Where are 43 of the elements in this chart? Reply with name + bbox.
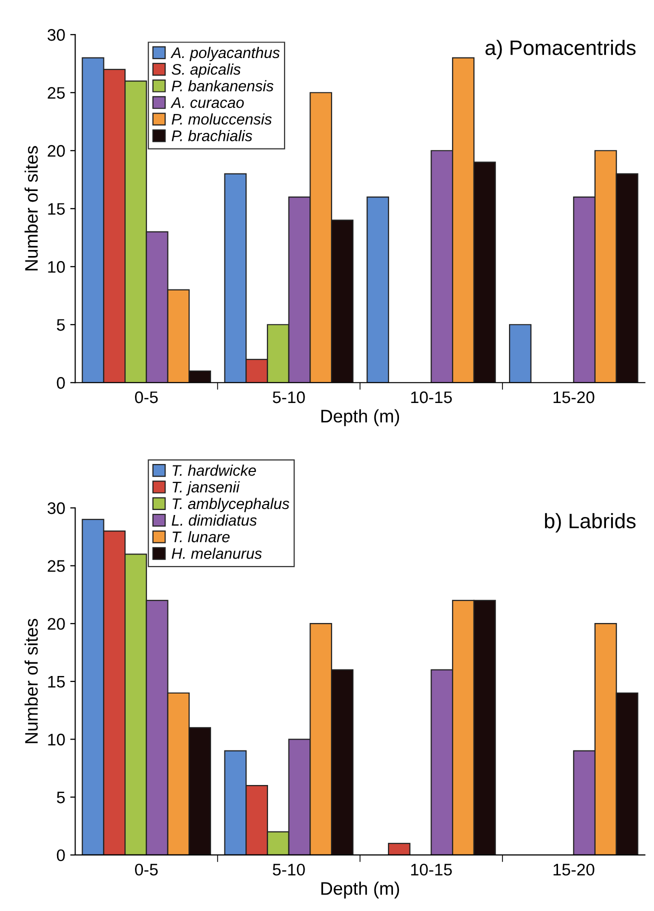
chart-title: b) Labrids: [545, 513, 636, 532]
legend-label: L. dimidiatus: [172, 514, 257, 526]
y-tick-label: 5: [56, 319, 65, 331]
y-tick-label: 15: [48, 676, 65, 688]
legend-label: T. lunare: [172, 531, 230, 542]
legend-label: T. amblycephalus: [172, 498, 290, 512]
bar: [388, 842, 410, 855]
y-tick-label: 0: [56, 377, 65, 389]
y-tick-label: 20: [48, 145, 65, 157]
x-axis-title: Depth (m): [321, 409, 400, 426]
y-tick-label: 0: [56, 849, 65, 862]
legend-label: P. moluccensis: [172, 113, 272, 125]
legend-label: T. hardwicke: [172, 464, 256, 476]
x-tick-label: 10-15: [411, 391, 452, 404]
y-tick-label: 5: [56, 792, 65, 804]
legend-label: S. apicalis: [172, 64, 241, 78]
x-tick-label: 0-5: [135, 391, 158, 404]
y-tick-label: 30: [48, 29, 65, 41]
bar: [509, 324, 532, 383]
legend-label: P. bankanensis: [172, 80, 274, 92]
y-tick-label: 10: [48, 734, 65, 746]
y-tick-label: 25: [48, 87, 65, 99]
x-tick-label: 15-20: [554, 391, 594, 404]
x-axis-title: Depth (m): [321, 882, 400, 898]
x-tick-label: 0-5: [135, 864, 158, 876]
y-tick-label: 20: [48, 618, 65, 630]
chart-title: a) Pomacentrids: [486, 40, 636, 60]
legend-label: P. brachialis: [172, 130, 252, 142]
x-tick-label: 15-20: [554, 864, 594, 876]
x-tick-label: 5-10: [272, 864, 305, 876]
bar: [366, 196, 390, 383]
legend-label: A. curacao: [170, 97, 244, 108]
x-tick-label: 10-15: [411, 864, 452, 876]
legend-label: A. polyacanthus: [170, 46, 280, 62]
y-tick-label: 30: [48, 502, 65, 514]
y-axis-title: Number of sites: [24, 146, 38, 270]
y-axis-title: Number of sites: [24, 618, 38, 744]
y-tick-label: 10: [48, 261, 65, 273]
y-tick-label: 15: [48, 203, 65, 215]
x-tick-label: 5-10: [272, 391, 305, 404]
y-tick-label: 25: [48, 560, 65, 572]
legend-label: H. melanurus: [172, 548, 262, 559]
legend-label: T. jansenii: [172, 481, 240, 496]
